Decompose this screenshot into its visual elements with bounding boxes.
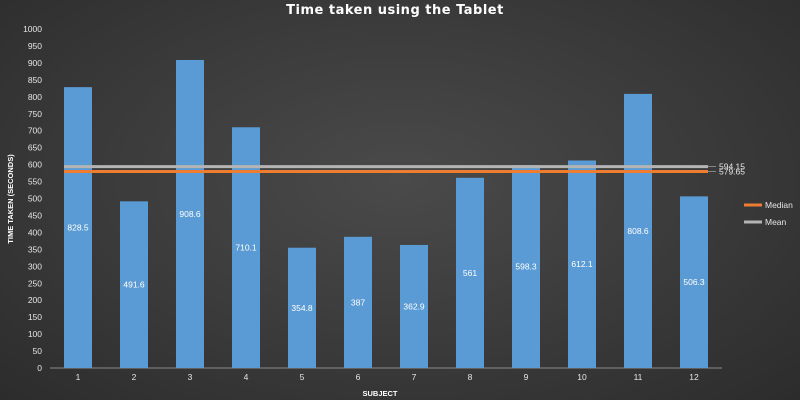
y-tick-label: 1000 <box>23 24 42 34</box>
bar-data-label: 491.6 <box>123 280 145 290</box>
bar <box>512 165 540 368</box>
y-tick-label: 500 <box>28 194 42 204</box>
legend-label: Median <box>765 200 793 210</box>
bar <box>624 93 652 369</box>
bar-data-label: 362.9 <box>403 301 425 311</box>
median-value-label: 579.65 <box>719 166 745 176</box>
chart-title: Time taken using the Tablet <box>286 3 504 18</box>
bar-data-label: 598.3 <box>515 262 537 272</box>
bar-data-label: 612.1 <box>571 259 593 269</box>
y-tick-label: 200 <box>28 295 42 305</box>
x-tick-label: 9 <box>524 372 529 382</box>
y-tick-label: 350 <box>28 244 42 254</box>
bar <box>568 160 596 368</box>
y-axis-ticks: 0 50 100 150 200 250 300 350 400 450 500 550 600 650 7… <box>23 24 42 373</box>
bar-data-label: 710.1 <box>235 243 257 253</box>
bar <box>120 201 148 368</box>
y-tick-label: 300 <box>28 261 42 271</box>
bar-data-label: 808.6 <box>627 226 649 236</box>
x-tick-label: 10 <box>577 372 587 382</box>
x-tick-label: 4 <box>244 372 249 382</box>
bar <box>176 59 204 369</box>
y-tick-label: 50 <box>33 346 43 356</box>
x-tick-label: 8 <box>468 372 473 382</box>
y-tick-label: 450 <box>28 210 42 220</box>
x-tick-label: 7 <box>412 372 417 382</box>
bar-data-label: 387 <box>351 297 365 307</box>
bar <box>64 87 92 369</box>
bar <box>400 244 428 368</box>
y-tick-label: 750 <box>28 109 42 119</box>
bar <box>344 236 372 368</box>
y-tick-label: 700 <box>28 126 42 136</box>
x-axis-title: SUBJECT <box>362 389 397 398</box>
y-tick-label: 0 <box>37 363 42 373</box>
y-tick-label: 250 <box>28 278 42 288</box>
x-axis-ticks: 1 2 3 4 5 6 7 8 9 10 11 12 <box>76 372 699 382</box>
y-tick-label: 400 <box>28 227 42 237</box>
bar-data-label: 354.8 <box>291 303 313 313</box>
y-axis-title: TIME TAKEN (SECONDS) <box>6 154 15 244</box>
y-tick-label: 150 <box>28 312 42 322</box>
bar-data-label: 561 <box>463 268 477 278</box>
y-tick-label: 950 <box>28 41 42 51</box>
bars: 828.5 491.6 908.6 710.1 354.8 387 362.9 561 598.… <box>64 59 708 369</box>
y-tick-label: 800 <box>28 92 42 102</box>
x-tick-label: 12 <box>689 372 699 382</box>
y-tick-label: 900 <box>28 58 42 68</box>
bar <box>288 247 316 368</box>
y-tick-label: 100 <box>28 329 42 339</box>
y-tick-label: 600 <box>28 160 42 170</box>
mean-value-label: 594.15 <box>719 162 745 172</box>
legend: Median Mean <box>744 200 793 227</box>
x-tick-label: 2 <box>132 372 137 382</box>
y-tick-label: 550 <box>28 177 42 187</box>
y-tick-label: 650 <box>28 143 42 153</box>
bar <box>680 196 708 368</box>
x-tick-label: 6 <box>356 372 361 382</box>
x-tick-label: 5 <box>300 372 305 382</box>
legend-label: Mean <box>765 217 787 227</box>
bar-data-label: 506.3 <box>683 277 705 287</box>
y-tick-label: 850 <box>28 75 42 85</box>
bar <box>456 177 484 368</box>
x-tick-label: 3 <box>188 372 193 382</box>
bar-data-label: 908.6 <box>179 209 201 219</box>
x-tick-label: 11 <box>634 372 643 382</box>
bar-data-label: 828.5 <box>67 223 89 233</box>
x-tick-label: 1 <box>76 372 81 382</box>
